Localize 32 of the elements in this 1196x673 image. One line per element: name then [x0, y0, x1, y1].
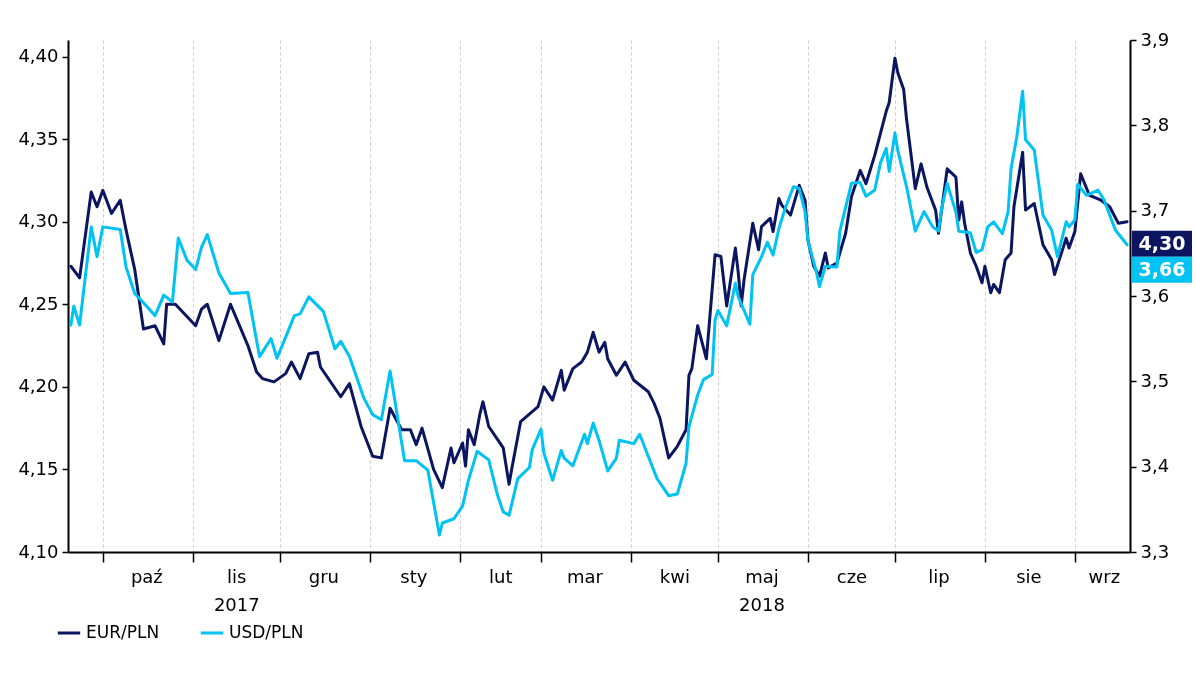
y-tick-label: 4,15: [18, 457, 59, 479]
x-tick-label: wrz: [1088, 565, 1121, 587]
data-label: 3,66: [1138, 257, 1186, 280]
x-tick-label: sie: [1016, 565, 1042, 587]
y2-tick-label: 3,5: [1140, 369, 1170, 391]
y2-tick-label: 3,7: [1140, 199, 1170, 221]
line-series: [69, 56, 1129, 490]
x-tick-label: lip: [928, 565, 950, 587]
y2-tick-label: 3,8: [1140, 113, 1170, 135]
legend-label: USD/PLN: [229, 622, 304, 642]
y-tick-label: 4,25: [18, 292, 59, 314]
y-tick-label: 4,30: [18, 210, 59, 232]
x-tick-label: mar: [567, 565, 604, 587]
y-tick-label: 4,10: [18, 540, 59, 562]
line-series: [69, 89, 1129, 537]
x-tick-label: kwi: [659, 565, 691, 587]
x-tick-label: sty: [400, 565, 428, 587]
y2-tick-label: 3,6: [1140, 284, 1170, 306]
y-tick-label: 4,20: [18, 375, 59, 397]
x-tick-label: lut: [489, 565, 513, 587]
y2-tick-label: 3,9: [1140, 28, 1170, 50]
y-tick-label: 4,35: [18, 127, 59, 149]
x-tick-label: cze: [836, 565, 868, 587]
y-tick-label: 4,40: [18, 45, 59, 67]
x-tick-label: paź: [130, 565, 163, 587]
data-label: 4,30: [1138, 231, 1186, 254]
legend-label: EUR/PLN: [86, 622, 160, 642]
x-tick-label: lis 2017: [213, 565, 260, 615]
y2-tick-label: 3,3: [1140, 540, 1170, 562]
y2-tick-label: 3,4: [1140, 455, 1170, 477]
x-tick-label: maj 2018: [739, 565, 785, 615]
x-tick-label: gru: [308, 565, 339, 587]
